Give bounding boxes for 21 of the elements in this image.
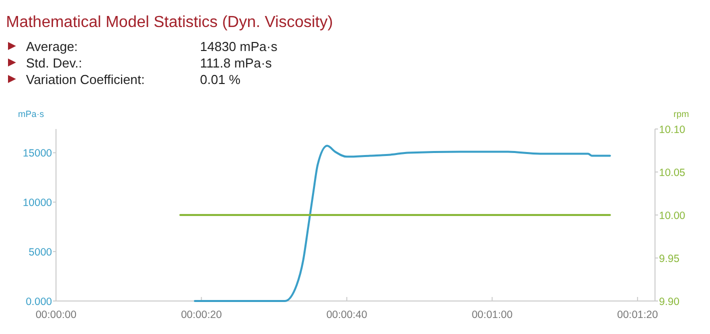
y2-tick-label: 10.00 bbox=[659, 210, 686, 222]
x-tick-label: 00:00:00 bbox=[36, 309, 77, 321]
text: Average: 14830 mPa·s bbox=[26, 39, 278, 54]
y2-tick-label: 9.90 bbox=[659, 296, 680, 308]
text: Variation Coefficient: 0.01 % bbox=[26, 72, 240, 87]
x-tick-label: 00:00:40 bbox=[326, 309, 368, 321]
y2-tick-label: 10.05 bbox=[659, 167, 686, 179]
line-series bbox=[194, 144, 611, 302]
y-axis-title: mPa·s bbox=[18, 109, 44, 119]
y2-tick-label: 10.10 bbox=[659, 124, 686, 136]
x-tick-label: 00:01:00 bbox=[472, 309, 513, 321]
y-tick-label: 5000 bbox=[28, 246, 52, 259]
y2-tick-label: 9.95 bbox=[659, 253, 680, 265]
chart-title: Mathematical Model Statistics (Dyn. Viscosity) bbox=[6, 14, 333, 31]
y-tick-label: 15000 bbox=[22, 148, 52, 160]
y2-axis-title: rpm bbox=[674, 109, 689, 119]
x-tick-label: 00:00:20 bbox=[180, 309, 222, 321]
y-tick-label: 10000 bbox=[22, 197, 52, 210]
x-tick-label: 00:01:20 bbox=[617, 309, 658, 321]
text: Std. Dev.: 111.8 mPa·s bbox=[26, 56, 272, 70]
y-tick-label: 0.000 bbox=[26, 296, 52, 308]
